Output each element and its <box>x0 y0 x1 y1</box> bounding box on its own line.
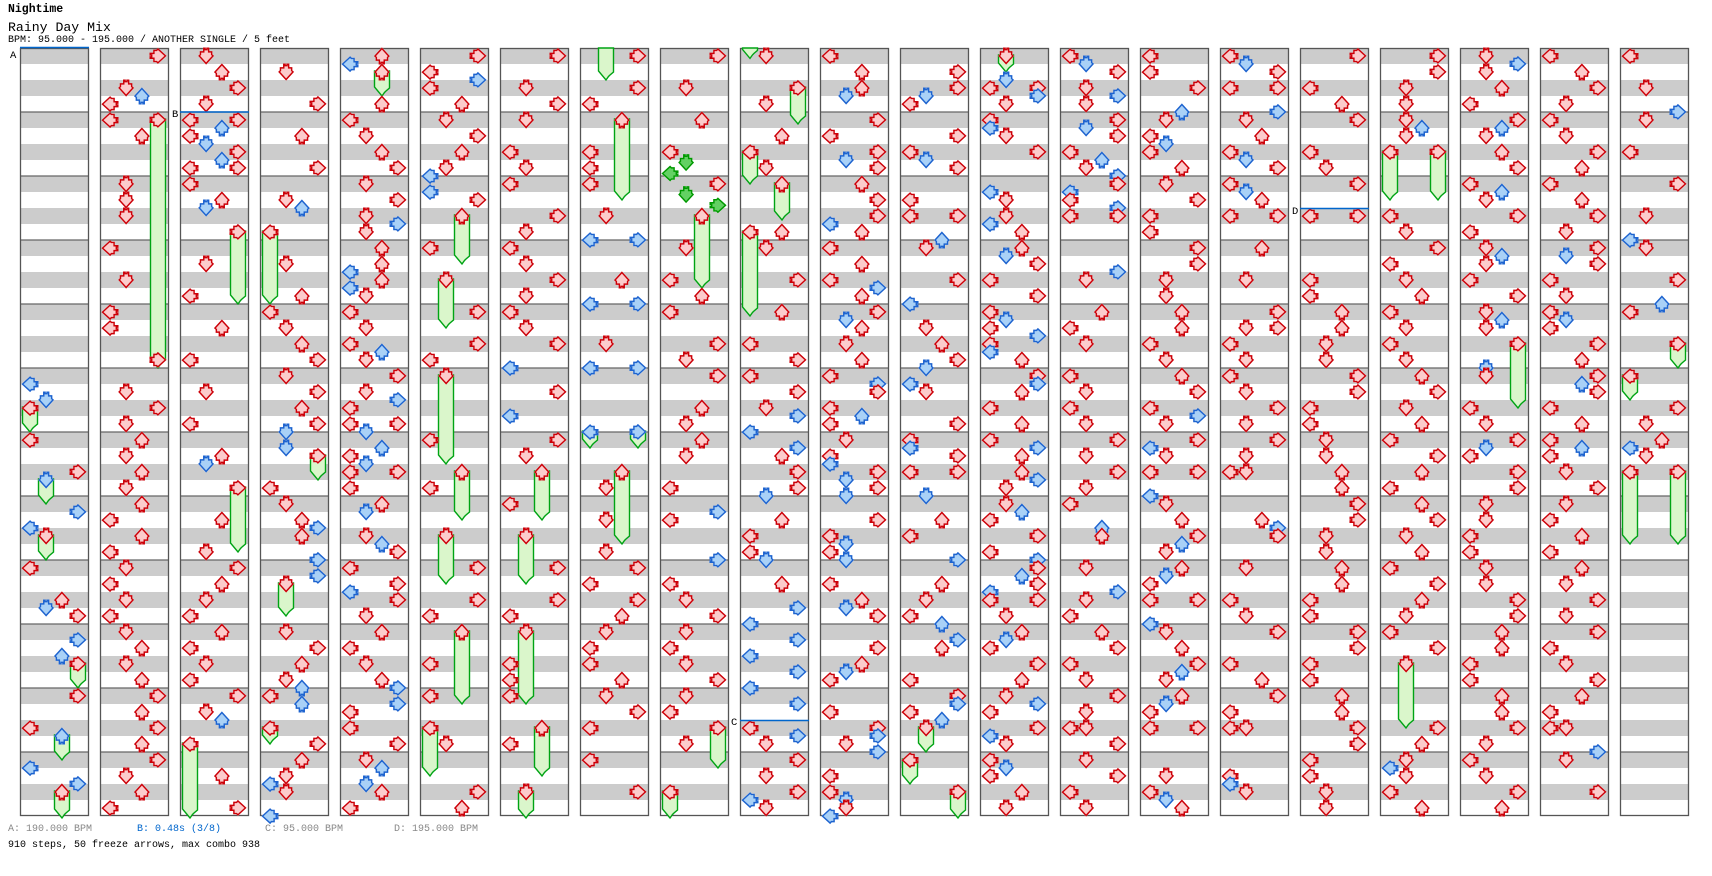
svg-text:D: D <box>1292 206 1298 218</box>
svg-text:A: A <box>10 50 17 62</box>
svg-text:C: C <box>731 717 737 729</box>
svg-text:B: B <box>172 109 178 121</box>
